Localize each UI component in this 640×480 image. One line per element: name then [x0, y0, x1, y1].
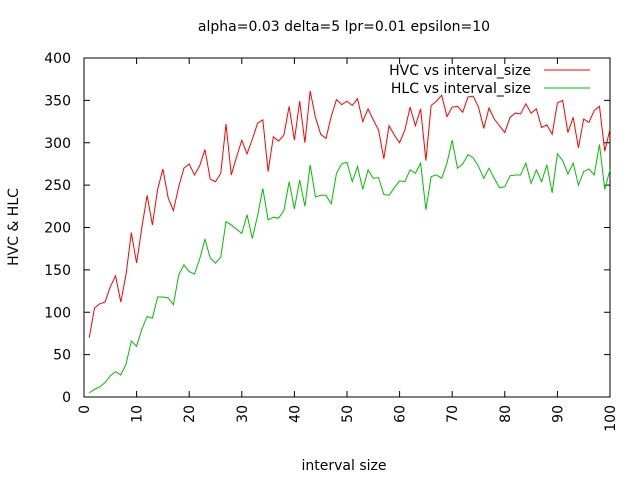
- x-tick-label: 70: [445, 405, 461, 423]
- y-tick-label: 250: [44, 178, 71, 194]
- x-tick-label: 60: [393, 405, 409, 423]
- y-tick-label: 300: [44, 136, 71, 152]
- y-tick-label: 350: [44, 93, 71, 109]
- x-tick-label: 90: [550, 405, 566, 423]
- y-tick-label: 50: [53, 348, 71, 364]
- series-line-hvc: [88, 90, 611, 338]
- y-tick-label: 150: [44, 263, 71, 279]
- chart-title: alpha=0.03 delta=5 lpr=0.01 epsilon=10: [198, 19, 490, 35]
- y-tick-label: 0: [62, 390, 71, 406]
- y-tick-label: 400: [44, 51, 71, 67]
- x-axis-label: interval size: [302, 458, 387, 474]
- x-tick-label: 10: [130, 405, 146, 423]
- x-tick-label: 40: [287, 405, 303, 423]
- x-tick-label: 50: [340, 405, 356, 423]
- y-tick-label: 200: [44, 221, 71, 237]
- plot-area: 0 50 100 150 200 250 300 350 400 0 10 20 30 40 50 60 70 8…: [44, 51, 619, 432]
- y-tick-label: 100: [44, 305, 71, 321]
- y-axis-label: HVC & HLC: [6, 188, 22, 266]
- x-tick-label: 30: [235, 405, 251, 423]
- series-line-hlc: [88, 140, 611, 394]
- x-tick-label: 80: [498, 405, 514, 423]
- x-tick-label: 100: [603, 405, 619, 432]
- plot-frame: [83, 57, 611, 398]
- legend-label-hlc: HLC vs interval_size: [391, 81, 531, 97]
- x-tick-label: 0: [77, 405, 93, 414]
- legend-label-hvc: HVC vs interval_size: [389, 63, 531, 79]
- legend: HVC vs interval_size HLC vs interval_size: [389, 63, 590, 97]
- x-tick-label: 20: [182, 405, 198, 423]
